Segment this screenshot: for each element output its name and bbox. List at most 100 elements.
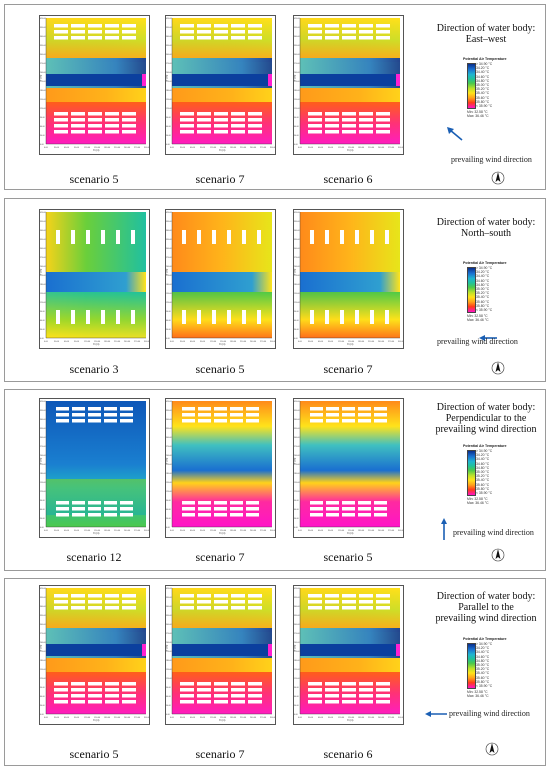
y-tick-label: 180.00 [40,660,46,662]
y-tick-label: 120.00 [294,678,300,680]
legend-min: Min: 32.58 °C [467,690,488,694]
y-tick-label: 240.00 [166,72,172,74]
x-tick-label: 120.00 [210,341,217,343]
panel-title: Direction of water body: East–west [427,23,545,45]
legend-tick: 34.80 °C [476,465,490,470]
wind-direction-label: prevailing wind direction [453,528,534,537]
title-line: Parallel to the [458,602,514,613]
y-tick-label: 360.00 [40,419,46,421]
x-tick-label: 30.00 [180,530,186,532]
y-tick-label: 300.00 [294,54,300,56]
x-tick-label: 300.00 [270,147,275,149]
x-tick-label: 150.00 [94,147,101,149]
x-tick-label: 0.00 [44,530,49,532]
scenario-label: scenario 7 [323,362,373,376]
y-tick-label: 360.00 [166,230,172,232]
y-tick-label: 30.00 [294,518,299,520]
y-tick-label: 270.00 [40,446,46,448]
x-tick-label: 180.00 [104,341,111,343]
x-tick-label: 270.00 [134,147,141,149]
y-tick-label: 90.00 [166,500,171,502]
y-tick-label: 60.00 [40,320,45,322]
y-tick-label: 90.00 [40,500,45,502]
y-tick-label: 90.00 [294,500,299,502]
x-tick-label: 90.00 [200,530,206,532]
x-tick-label: 120.00 [338,147,345,149]
panel-north-south: Y (m)X (m)0.0030.0060.0090.00120.00150.0… [4,198,546,382]
y-tick-label: 390.00 [294,221,300,223]
x-tick-label: 60.00 [64,530,70,532]
x-tick-label: 30.00 [54,717,60,719]
y-tick-label: 240.00 [40,642,46,644]
x-axis-label: X (m) [219,342,225,346]
y-tick-label: 330.00 [166,239,172,241]
x-axis-label: X (m) [347,531,353,535]
y-axis-label: Y (m) [40,269,43,275]
y-tick-label: 0.00 [294,714,298,716]
y-tick-label: 300.00 [40,437,46,439]
y-axis-label: Y (m) [166,75,169,81]
x-tick-label: 90.00 [74,147,80,149]
y-axis-label: Y (m) [294,75,297,81]
x-tick-label: 30.00 [54,147,60,149]
legend-tick: 35.00 °C [476,663,490,667]
y-tick-label: 360.00 [294,230,300,232]
temperature-map: Y (m)X (m)0.0030.0060.0090.00120.00150.0… [39,398,150,538]
x-tick-label: 30.00 [180,341,186,343]
y-tick-label: 210.00 [40,275,46,277]
x-tick-label: 60.00 [318,147,324,149]
y-tick-label: 330.00 [40,428,46,430]
y-tick-label: 90.00 [294,117,299,119]
y-tick-label: 60.00 [40,126,45,128]
x-tick-label: 60.00 [190,147,196,149]
legend-tick: 35.80 °C [476,486,490,491]
y-tick-label: 240.00 [166,642,172,644]
y-tick-label: 390.00 [166,221,172,223]
scenario-label: scenario 12 [66,550,122,564]
x-tick-label: 240.00 [124,717,131,719]
temperature-map: Y (m)X (m)0.0030.0060.0090.00120.00150.0… [293,585,404,725]
x-tick-label: 90.00 [328,147,334,149]
y-tick-label: 120.00 [294,108,300,110]
y-tick-label: 180.00 [166,284,172,286]
x-tick-label: 210.00 [240,147,247,149]
legend-color-bar [467,450,476,496]
x-tick-label: 60.00 [318,341,324,343]
legend-max: Max: 36.46 °C [467,694,489,698]
legend-tick: 34.80 °C [476,282,490,287]
x-tick-label: 0.00 [298,341,303,343]
temperature-map: Y (m)X (m)0.0030.0060.0090.00120.00150.0… [293,209,404,349]
y-tick-label: 390.00 [166,27,172,29]
legend-tick: < 35.90 °C [476,308,493,312]
y-tick-label: 300.00 [40,54,46,56]
y-tick-label: 60.00 [294,509,299,511]
title-line: Direction of water body: [436,591,536,602]
x-tick-label: 90.00 [74,530,80,532]
y-tick-label: 420.00 [40,588,46,590]
x-tick-label: 60.00 [64,717,70,719]
x-tick-label: 240.00 [378,717,385,719]
y-tick-label: 270.00 [166,633,172,635]
y-tick-label: 90.00 [40,117,45,119]
y-tick-label: 300.00 [294,248,300,250]
x-tick-label: 180.00 [230,341,237,343]
x-tick-label: 270.00 [260,530,267,532]
y-tick-label: 300.00 [166,624,172,626]
y-tick-label: 210.00 [166,464,172,466]
y-tick-label: 150.00 [294,669,300,671]
x-tick-label: 30.00 [180,717,186,719]
temperature-map: Y (m)X (m)0.0030.0060.0090.00120.00150.0… [293,398,404,538]
legend-min: Min: 32.58 °C [467,497,488,501]
y-tick-label: 270.00 [166,63,172,65]
y-tick-label: 180.00 [166,660,172,662]
y-tick-label: 150.00 [166,99,172,101]
wind-direction-label: prevailing wind direction [451,155,532,164]
y-tick-label: 0.00 [294,527,298,529]
title-line: Direction of water body: [436,23,536,34]
x-tick-label: 90.00 [200,341,206,343]
x-tick-label: 300.00 [398,341,403,343]
x-tick-label: 240.00 [250,530,257,532]
legend-tick: 35.80 °C [476,303,490,308]
x-tick-label: 120.00 [84,341,91,343]
x-tick-label: 120.00 [338,341,345,343]
